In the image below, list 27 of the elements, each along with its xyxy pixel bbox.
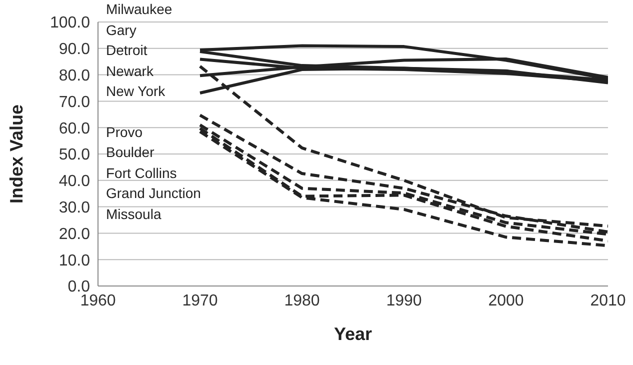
annotation: Provo — [106, 122, 143, 140]
annotation: Detroit — [106, 41, 148, 59]
x-tick-label: 1990 — [386, 292, 422, 310]
annotation: Fort Collins — [106, 164, 177, 182]
annotation: Newark — [106, 62, 154, 80]
x-tick-label: 1970 — [182, 292, 218, 310]
y-tick-label: 80.0 — [58, 67, 90, 84]
annotation: Missoula — [106, 204, 162, 222]
y-tick-label: 70.0 — [58, 94, 90, 111]
y-axis-title: Index Value — [6, 104, 26, 204]
annotation: Boulder — [106, 143, 154, 161]
annotation: Gary — [106, 20, 136, 38]
y-tick-label: 20.0 — [58, 226, 90, 243]
y-tick-label: 90.0 — [58, 41, 90, 58]
annotation: New York — [106, 82, 166, 100]
x-tick-label: 1980 — [284, 292, 320, 310]
annotation: Grand Junction — [106, 184, 201, 202]
y-tick-label: 40.0 — [58, 173, 90, 190]
x-axis-title: Year — [334, 324, 372, 344]
x-tick-label: 2000 — [488, 292, 524, 310]
y-tick-label: 10.0 — [58, 252, 90, 270]
y-tick-label: 30.0 — [58, 199, 90, 216]
text: Milwaukee — [106, 0, 172, 18]
y-tick-label: 100.0 — [50, 14, 90, 32]
y-tick-label: 50.0 — [58, 146, 90, 164]
x-tick-label: 2010 — [590, 292, 626, 310]
y-tick-label: 60.0 — [58, 120, 90, 138]
